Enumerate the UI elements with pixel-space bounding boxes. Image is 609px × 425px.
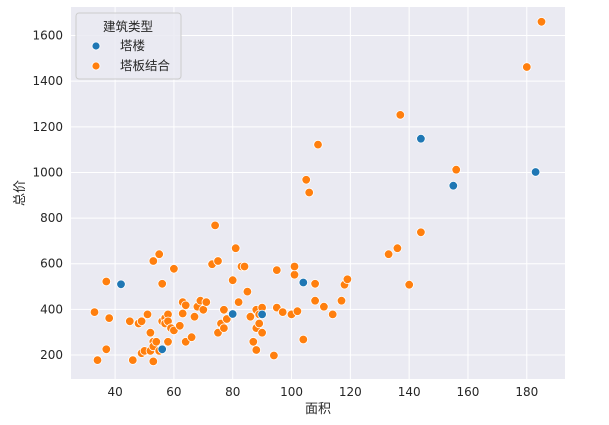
- data-point-tower-slab: [298, 334, 309, 345]
- data-point-tower-slab: [230, 243, 241, 253]
- data-point-tower-slab: [219, 323, 229, 333]
- data-point-tower-slab: [248, 337, 259, 347]
- data-point-tower: [416, 133, 426, 144]
- data-point-tower-slab: [289, 261, 300, 272]
- data-point-tower-slab: [257, 328, 267, 338]
- x-axis-title: 面积: [305, 402, 331, 417]
- data-point-tower-slab: [154, 249, 164, 259]
- data-point-tower: [157, 344, 167, 355]
- x-tick-label: 100: [280, 385, 303, 399]
- data-point-tower-slab: [313, 139, 323, 150]
- data-point-tower-slab: [125, 316, 135, 327]
- x-tick-labels: 40 60 80 100 120 140 160 180: [107, 385, 538, 399]
- y-tick-label: 400: [40, 302, 63, 316]
- data-point-tower-slab: [175, 321, 185, 331]
- data-point-tower-slab: [186, 332, 197, 342]
- x-tick-label: 40: [107, 385, 122, 399]
- x-tick-label: 120: [339, 385, 362, 399]
- x-tick-label: 140: [398, 385, 421, 399]
- y-tick-label: 800: [40, 211, 63, 225]
- data-point-tower-slab: [278, 307, 288, 317]
- legend-box: [75, 12, 182, 80]
- data-point-tower-slab: [242, 286, 253, 297]
- data-point-tower-slab: [101, 344, 112, 355]
- x-tick-label: 180: [515, 385, 538, 399]
- data-point-tower-slab: [310, 279, 320, 289]
- data-point-tower-slab: [416, 227, 426, 238]
- data-point-tower: [448, 180, 459, 191]
- y-tick-label: 600: [40, 257, 63, 271]
- data-point-tower-slab: [219, 305, 229, 315]
- data-point-tower-slab: [451, 164, 461, 175]
- data-point-tower-slab: [310, 296, 320, 306]
- data-point-tower-slab: [272, 265, 282, 275]
- x-tick-label: 80: [225, 385, 240, 399]
- legend: 建筑类型 塔楼 塔板结合: [75, 12, 182, 80]
- y-tick-label: 1600: [32, 29, 63, 43]
- data-point-tower-slab: [92, 355, 103, 365]
- data-point-tower-slab: [336, 296, 347, 306]
- data-point-tower-slab: [177, 308, 188, 319]
- data-point-tower-slab: [148, 256, 159, 266]
- data-point-tower-slab: [254, 318, 264, 329]
- data-point-tower-slab: [239, 261, 250, 272]
- y-tick-labels: 200 400 600 800 1000 1200 1400 1600: [32, 29, 63, 363]
- x-tick-label: 160: [457, 385, 480, 399]
- data-point-tower-slab: [269, 350, 279, 361]
- data-point-tower-slab: [536, 17, 547, 27]
- data-point-tower-slab: [101, 276, 112, 287]
- data-point-tower-slab: [522, 62, 532, 72]
- data-point-tower-slab: [142, 309, 153, 320]
- legend-title: 建筑类型: [103, 19, 153, 34]
- data-point-tower-slab: [342, 274, 353, 285]
- data-point-tower-slab: [148, 356, 159, 367]
- data-point-tower-slab: [251, 345, 261, 355]
- data-point-tower-slab: [169, 264, 179, 274]
- legend-label-tower-slab: 塔板结合: [120, 58, 171, 73]
- data-point-tower-slab: [210, 220, 220, 231]
- data-point-tower-slab: [319, 302, 329, 312]
- y-tick-label: 1200: [32, 120, 63, 134]
- data-point-tower-slab: [151, 337, 162, 347]
- data-point-tower-slab: [201, 297, 212, 307]
- y-tick-label: 1000: [32, 165, 63, 179]
- data-point-tower-slab: [145, 328, 156, 338]
- data-point-tower-slab: [301, 175, 311, 185]
- data-point-tower-slab: [292, 306, 303, 316]
- data-point-tower-slab: [328, 309, 338, 320]
- data-point-tower-slab: [304, 187, 314, 198]
- data-point-tower-slab: [189, 312, 200, 322]
- data-point-tower-slab: [180, 300, 191, 311]
- data-point-tower-slab: [227, 275, 238, 285]
- data-point-tower-slab: [136, 316, 147, 327]
- data-point-tower: [530, 167, 541, 177]
- legend-marker-tower: [91, 41, 101, 51]
- legend-marker-tower-slab: [91, 61, 101, 71]
- x-tick-label: 60: [166, 385, 181, 399]
- data-point-tower-slab: [233, 297, 244, 307]
- data-point-tower: [116, 279, 126, 290]
- y-tick-label: 1400: [32, 74, 63, 88]
- data-point-tower-slab: [128, 355, 138, 365]
- data-point-tower-slab: [104, 313, 114, 323]
- data-point-tower-slab: [89, 307, 100, 317]
- data-point-tower-slab: [157, 279, 167, 289]
- data-point-tower-slab: [383, 249, 394, 259]
- data-point-tower: [227, 309, 238, 319]
- data-point-tower-slab: [289, 270, 300, 280]
- data-point-tower-slab: [213, 256, 223, 266]
- data-point-tower-slab: [404, 280, 414, 290]
- data-point-tower-slab: [392, 243, 403, 253]
- y-axis-title: 总价: [13, 180, 28, 206]
- data-point-tower-slab: [222, 314, 232, 324]
- data-point-tower-slab: [163, 337, 173, 347]
- y-tick-label: 200: [40, 348, 63, 362]
- data-point-tower-slab: [395, 110, 406, 120]
- data-point-tower: [257, 309, 267, 320]
- legend-label-tower: 塔楼: [120, 38, 145, 53]
- data-point-tower-slab: [245, 312, 256, 322]
- data-point-tower: [298, 277, 309, 288]
- data-points: [89, 17, 547, 367]
